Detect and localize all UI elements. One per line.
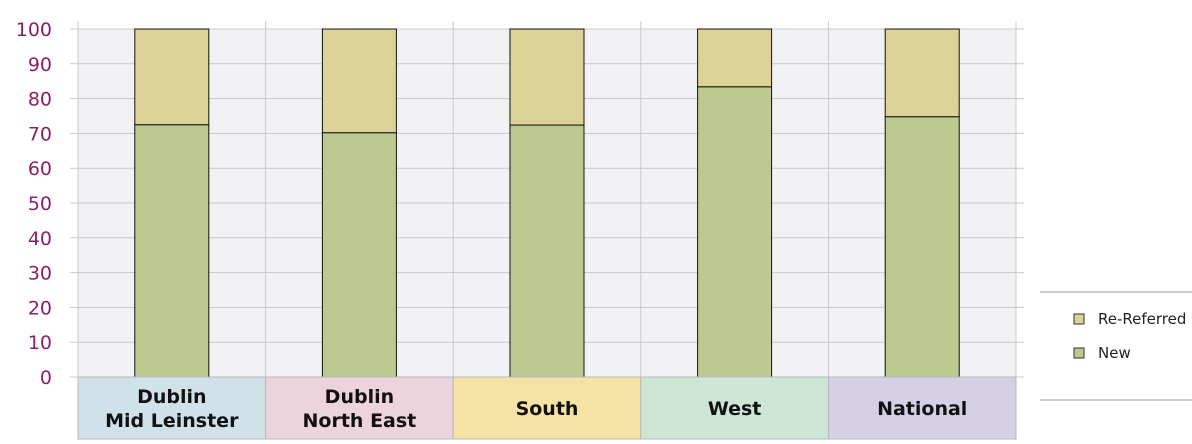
- category-box: [77, 376, 267, 440]
- legend-label: New: [1098, 344, 1131, 362]
- legend-swatch: [1073, 347, 1085, 359]
- bar-new: [134, 124, 210, 378]
- y-tick-label: 80: [28, 89, 52, 111]
- category-label: National: [877, 398, 967, 420]
- y-tick-label: 40: [28, 228, 52, 250]
- y-tick-label: 70: [28, 123, 52, 145]
- y-tick-label: 10: [28, 332, 52, 354]
- category-label: Dublin: [325, 386, 394, 408]
- legend: Re-Referred New: [1040, 291, 1192, 401]
- bar-re-referred: [697, 28, 773, 88]
- y-axis-ticks: 0 10 20 30 40 50 60 70 80 90 100: [16, 19, 52, 389]
- category-box: [452, 376, 642, 440]
- y-tick-label: 90: [28, 54, 52, 76]
- y-tick-label: 30: [28, 263, 52, 285]
- y-tick-label: 0: [40, 367, 52, 389]
- category-box: [265, 376, 454, 440]
- bar-re-referred: [321, 28, 397, 134]
- y-tick-label: 60: [28, 158, 52, 180]
- category-box: [640, 376, 829, 440]
- bar-new: [321, 132, 397, 378]
- bar-new: [697, 86, 773, 378]
- bar-new: [509, 124, 585, 378]
- category-label: Mid Leinster: [105, 410, 239, 432]
- y-tick-label: 100: [16, 19, 52, 41]
- bar-new: [884, 116, 960, 378]
- category-box: [827, 376, 1017, 440]
- category-label: South: [516, 398, 579, 420]
- bar-re-referred: [134, 28, 210, 126]
- bar-re-referred: [509, 28, 585, 126]
- legend-swatch: [1073, 313, 1085, 325]
- bar-re-referred: [884, 28, 960, 118]
- y-tick-label: 50: [28, 193, 52, 215]
- y-tick-label: 20: [28, 297, 52, 319]
- bars: [134, 28, 960, 378]
- legend-label: Re-Referred: [1098, 310, 1186, 328]
- category-label: North East: [303, 410, 417, 432]
- category-label: West: [708, 398, 762, 420]
- category-label: Dublin: [137, 386, 206, 408]
